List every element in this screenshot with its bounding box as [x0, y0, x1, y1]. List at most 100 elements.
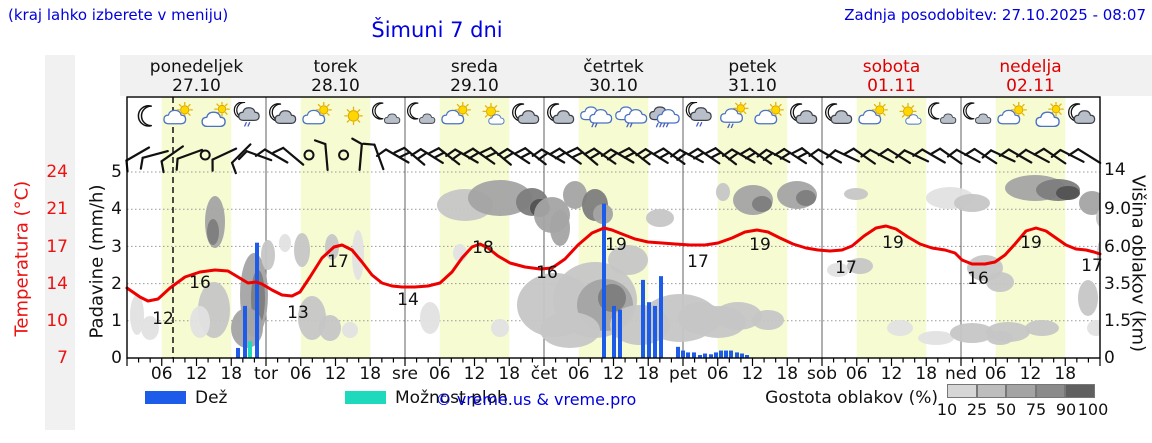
weather-icon-moon-smallcloud [407, 102, 436, 124]
time-axis-label: 12 [324, 364, 347, 384]
temperature-value-label: 16 [967, 269, 989, 289]
temp-tick-label: 21 [46, 199, 68, 219]
temperature-value-label: 16 [189, 273, 211, 293]
time-axis-label: 06 [984, 364, 1007, 384]
cloud-density-scale-segment [976, 384, 1007, 398]
weather-icon-sun-smallcloud [898, 102, 922, 125]
weather-icon-sun [343, 106, 363, 126]
weather-icon-moon-cloud [547, 103, 575, 124]
day-name: nedelja [999, 57, 1062, 77]
time-axis-label: 18 [498, 364, 521, 384]
time-axis-label: 06 [289, 364, 312, 384]
weather-icon-sun-cloud [163, 102, 193, 125]
day-name: petek [728, 57, 777, 77]
temp-tick-label: 14 [46, 274, 68, 294]
weather-icon-sun-cloud [997, 102, 1027, 125]
temp-tick-label: 17 [46, 237, 68, 257]
rain-legend-label: Dež [195, 388, 228, 408]
time-axis-label: 06 [428, 364, 451, 384]
temperature-value-label: 12 [152, 309, 174, 329]
page-title: Šimuni 7 dni [371, 18, 503, 42]
time-axis-label: 12 [185, 364, 208, 384]
cloud-density-scale-segment [1006, 384, 1036, 398]
cloudheight-tick-label: 1.5 [1104, 311, 1132, 331]
day-date: 01.11 [867, 76, 916, 96]
day-name: ponedeljek [149, 57, 244, 77]
weather-icon-moon-cloud [790, 103, 818, 124]
weather-icon-sun-cloud [302, 102, 332, 125]
last-update: Zadnja posodobitev: 27.10.2025 - 08:07 [844, 6, 1146, 24]
weather-icon-moon-smallcloud [928, 102, 957, 124]
cloudheight-tick-label: 6.0 [1104, 237, 1132, 257]
weather-icon-cloud-sun [200, 102, 230, 128]
time-axis-label: 18 [1054, 364, 1077, 384]
time-axis-label: 12 [1019, 364, 1042, 384]
time-axis-label: 18 [220, 364, 243, 384]
weather-icon-sun-cloud [858, 102, 888, 125]
cloudheight-tick-label: 14 [1104, 160, 1126, 180]
time-axis-label: sob [806, 364, 838, 384]
time-axis-label: 12 [880, 364, 903, 384]
time-axis-label: 18 [637, 364, 660, 384]
time-axis-label: 18 [776, 364, 799, 384]
weather-icon-sun-cloud [441, 102, 471, 125]
temperature-value-label: 14 [397, 290, 419, 310]
time-axis-label: 06 [150, 364, 173, 384]
temperature-value-label: 13 [287, 303, 309, 323]
weather-icon-moon-cloud [512, 103, 540, 124]
cloud-density-scale-label: 10 [936, 400, 958, 419]
day-name: četrtek [583, 57, 644, 77]
temperature-value-label: 19 [1020, 233, 1042, 253]
shower-legend-swatch [345, 391, 386, 404]
temperature-value-label: 17 [687, 252, 709, 272]
weather-icon-moon-cloud-rain [685, 102, 712, 127]
temperature-value-label: 19 [605, 235, 627, 255]
cloud-density-scale-label: 75 [1025, 400, 1047, 419]
precip-tick-label: 1 [111, 311, 122, 331]
temperature-value-label: 19 [749, 235, 771, 255]
time-axis-label: 12 [463, 364, 486, 384]
weather-icon-sun-smallcloud [481, 102, 505, 125]
shower-legend-label: Možnost ploh [395, 388, 508, 408]
day-date: 29.10 [450, 76, 499, 96]
temperature-value-label: 16 [536, 263, 558, 283]
weather-icon-moon-cloud [825, 103, 853, 124]
temperature-value-label: 17 [327, 252, 349, 272]
time-axis-label: 12 [602, 364, 625, 384]
weather-icon-moon-cloud [1068, 103, 1096, 124]
weather-icon-cloud-sun [1034, 102, 1064, 128]
cloudheight-tick-label: 9.0 [1104, 199, 1132, 219]
cloud-density-label: Gostota oblakov (%) [765, 388, 938, 408]
left-strip [45, 55, 75, 430]
weather-icon-cloud-heavyrain [649, 106, 681, 128]
cloud-density-scale-segment [947, 384, 977, 398]
temperature-value-label: 17 [1081, 256, 1103, 276]
precip-tick-label: 4 [111, 199, 122, 219]
temp-tick-label: 24 [46, 162, 68, 182]
cloud-density-scale-label: 100 [1077, 400, 1109, 419]
day-date: 31.10 [728, 76, 777, 96]
day-date: 27.10 [172, 76, 221, 96]
time-axis-label: 06 [567, 364, 590, 384]
location-hint: (kraj lahko izberete v meniju) [8, 6, 229, 24]
day-date: 30.10 [589, 76, 638, 96]
weather-icon-sun-cloud [753, 102, 784, 125]
weather-icon-cloud-rain [579, 106, 613, 128]
day-name: sreda [450, 57, 499, 77]
temperature-value-label: 19 [882, 233, 904, 253]
cloud-density-scale-label: 50 [995, 400, 1017, 419]
day-date: 28.10 [311, 76, 360, 96]
cloudheight-tick-label: 0 [1104, 348, 1115, 368]
temp-tick-label: 7 [57, 348, 68, 368]
time-axis-label: ned [944, 364, 978, 384]
time-axis-label: 06 [706, 364, 729, 384]
time-axis-label: sre [392, 364, 418, 384]
day-name: torek [313, 57, 358, 77]
copyright-link[interactable]: © vreme.us & vreme.pro [435, 390, 637, 409]
time-axis-label: 12 [741, 364, 764, 384]
rain-legend-swatch [145, 391, 186, 404]
day-date: 02.11 [1006, 76, 1055, 96]
day-header-band [120, 55, 1152, 96]
